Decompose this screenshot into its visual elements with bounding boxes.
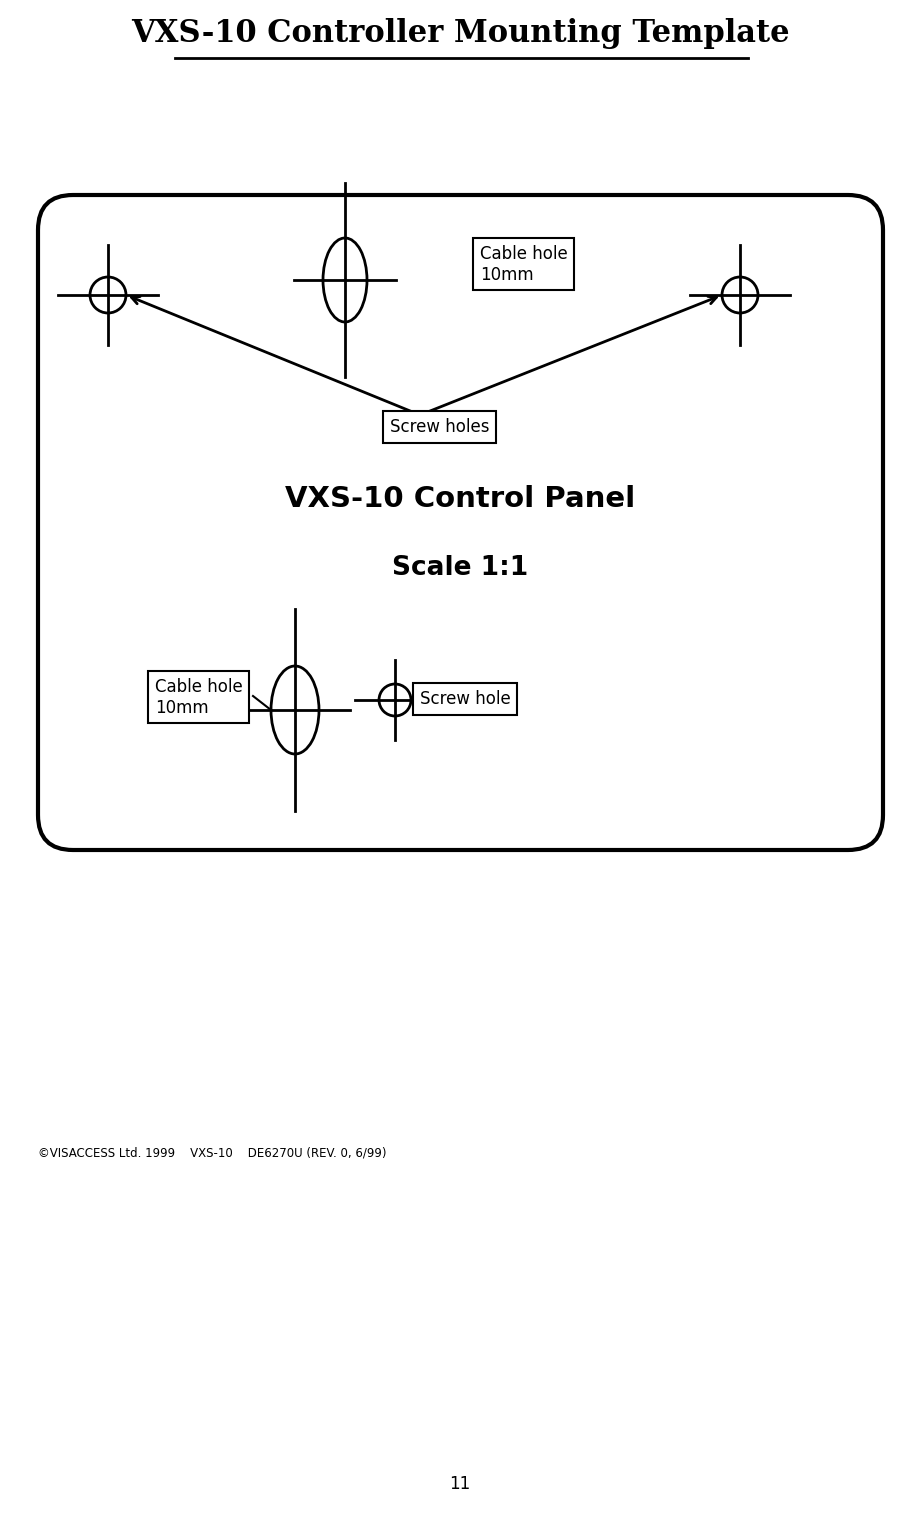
FancyBboxPatch shape bbox=[38, 194, 883, 850]
Text: Cable hole
10mm: Cable hole 10mm bbox=[480, 244, 567, 284]
Text: Screw hole: Screw hole bbox=[420, 691, 511, 707]
Text: Scale 1:1: Scale 1:1 bbox=[391, 556, 528, 581]
Text: ©VISACCESS Ltd. 1999    VXS-10    DE6270U (REV. 0, 6/99): ©VISACCESS Ltd. 1999 VXS-10 DE6270U (REV… bbox=[38, 1148, 387, 1160]
Text: Cable hole
10mm: Cable hole 10mm bbox=[155, 679, 243, 716]
Text: Screw holes: Screw holes bbox=[390, 417, 489, 436]
Text: 11: 11 bbox=[449, 1475, 471, 1494]
Text: VXS-10 Controller Mounting Template: VXS-10 Controller Mounting Template bbox=[131, 18, 789, 49]
Text: VXS-10 Control Panel: VXS-10 Control Panel bbox=[285, 484, 635, 513]
